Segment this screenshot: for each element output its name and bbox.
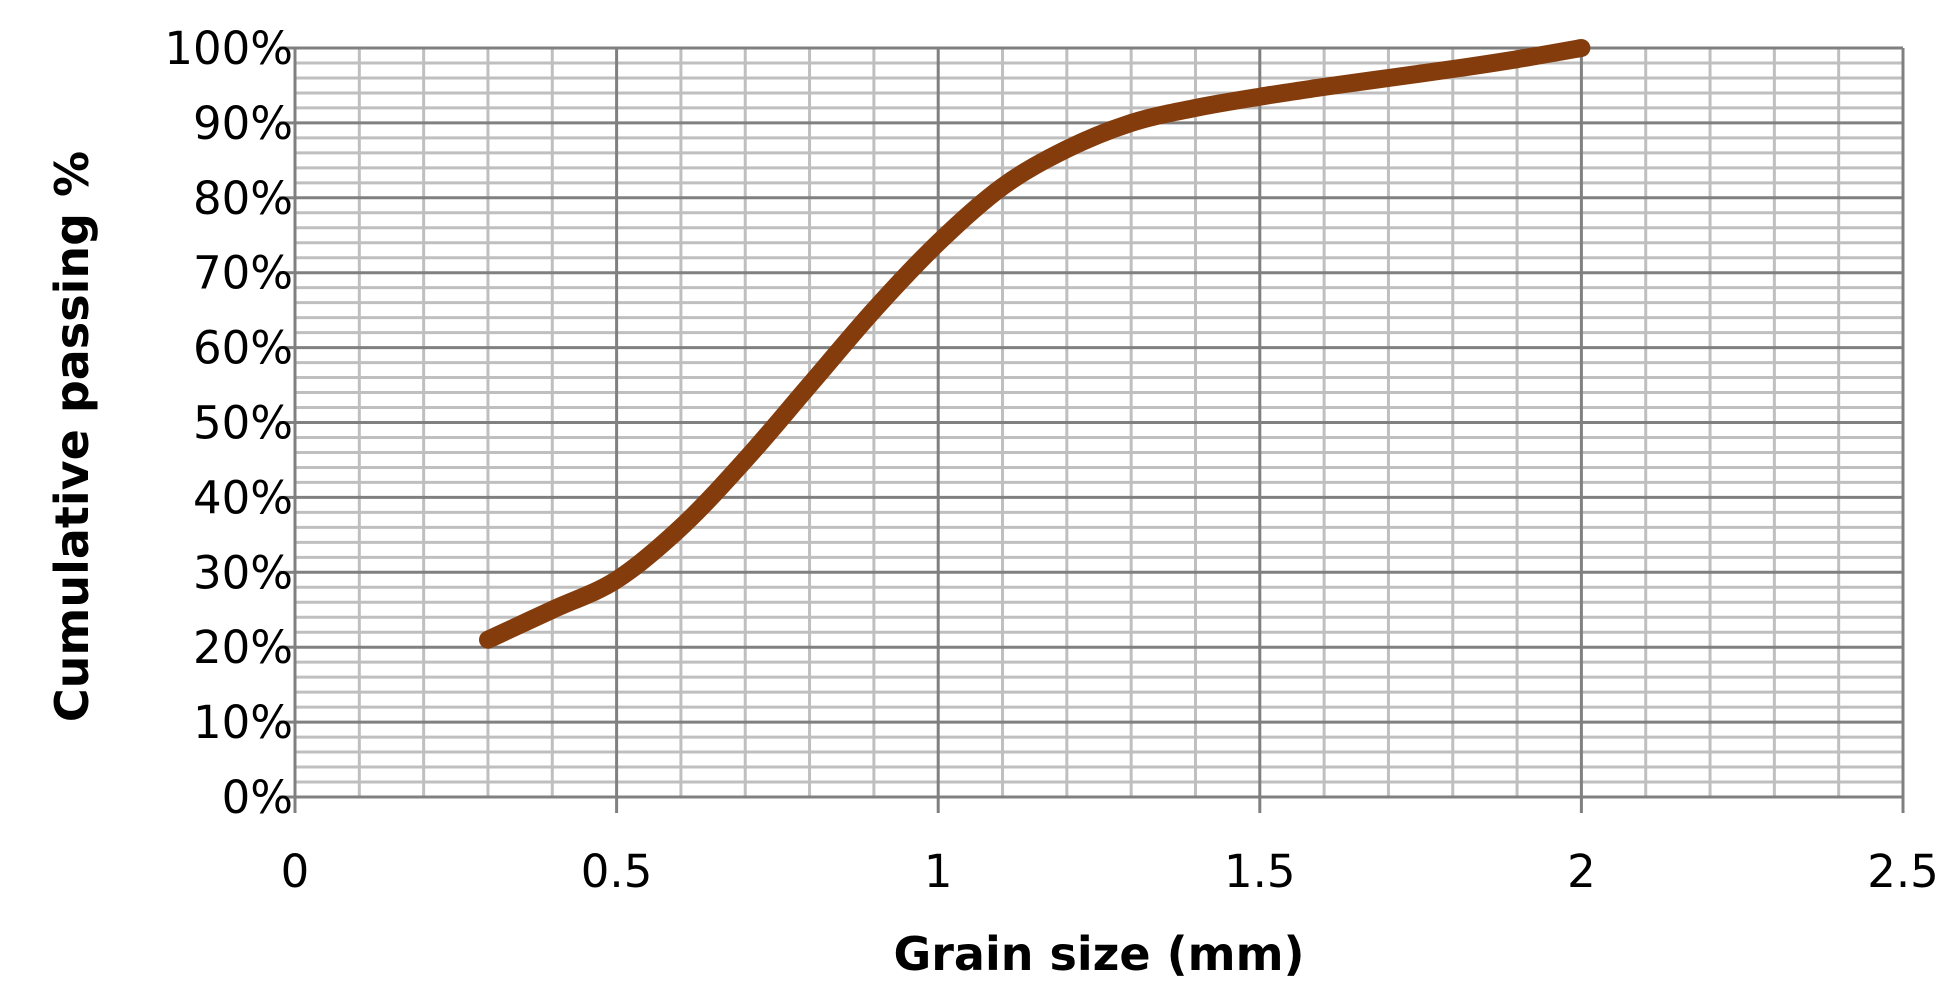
x-tick-labels: 0 0.5 1 1.5 2 2.5 [281,845,1939,898]
x-axis-title: Grain size (mm) [893,927,1304,981]
x-tick-label: 2 [1567,845,1596,898]
y-tick-label: 20% [193,621,293,674]
axes [279,46,1905,813]
y-tick-label: 60% [193,322,293,375]
x-tick-label: 1 [924,845,953,898]
x-tick-label: 2.5 [1867,845,1939,898]
x-tick-label: 0 [281,845,310,898]
y-tick-label: 100% [164,22,293,75]
minor-gridlines [295,48,1903,797]
y-tick-label: 90% [193,97,293,150]
y-tick-label: 30% [193,546,293,599]
y-tick-label: 70% [193,247,293,300]
y-tick-labels: 0% 10% 20% 30% 40% 50% 60% 70% 80% 90% 100% [164,22,293,824]
y-tick-label: 0% [222,771,293,824]
x-tick-label: 1.5 [1224,845,1296,898]
x-tick-label: 0.5 [581,845,653,898]
series-layer [479,39,1591,649]
y-tick-label: 10% [193,696,293,749]
y-tick-label: 80% [193,172,293,225]
y-tick-label: 50% [193,397,293,450]
y-axis-title: Cumulative passing % [45,151,99,722]
series-line-1 [479,39,1591,649]
y-tick-label: 40% [193,471,293,524]
